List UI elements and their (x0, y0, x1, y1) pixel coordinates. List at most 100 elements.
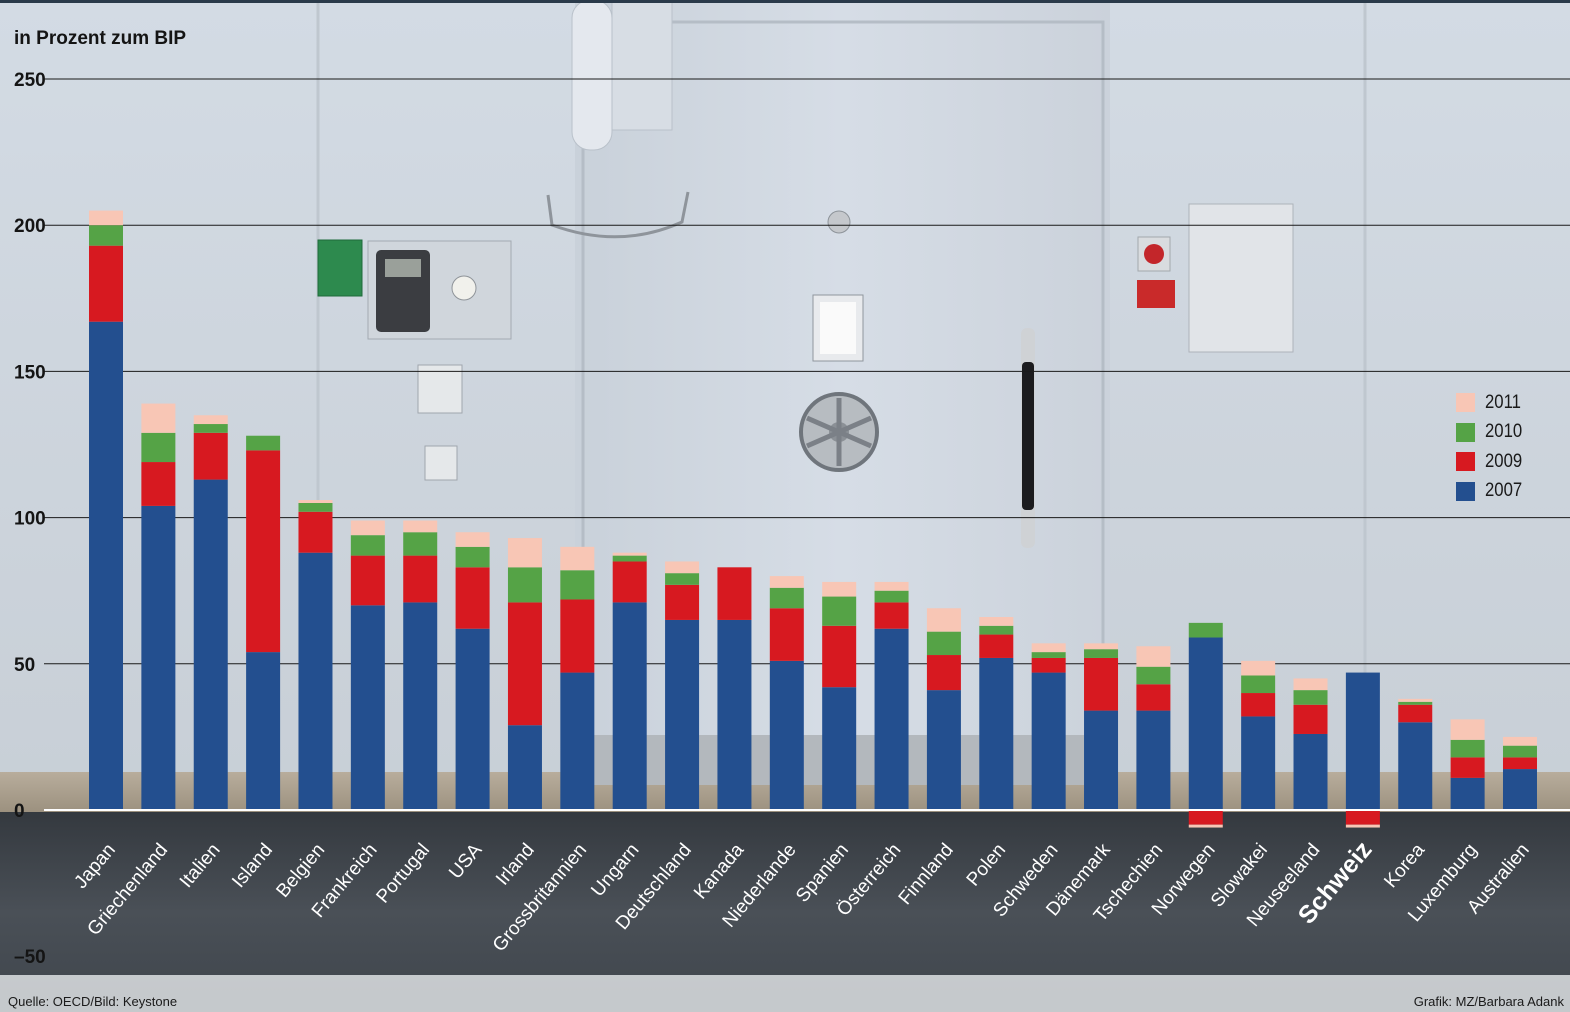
legend-swatch-2011 (1456, 393, 1475, 413)
bar-segment-2011 (455, 532, 490, 547)
bar-segment-2007 (926, 690, 961, 810)
bar-segment-2009 (246, 450, 281, 653)
bar-segment-2011 (1241, 660, 1276, 676)
bar-segment-2009 (612, 561, 647, 603)
bar-segment-2010 (1293, 690, 1328, 705)
legend-label-2007: 2007 (1485, 480, 1523, 502)
x-tick-label: Polen (963, 840, 1010, 891)
bar-segment-2010 (1450, 739, 1485, 758)
bar-segment-2011 (822, 581, 857, 597)
bar-segment-2010 (403, 532, 438, 556)
bar-segment-2010 (612, 555, 647, 562)
bar-segment-2010 (507, 567, 542, 603)
legend-item-2011: 2011 (1456, 388, 1527, 418)
bar-segment-2011 (979, 617, 1014, 626)
bar-segment-2009 (979, 634, 1014, 658)
bar-segment-2009 (926, 655, 961, 691)
legend-swatch-2010 (1456, 422, 1475, 442)
bar-segment-2009 (403, 555, 438, 603)
bar-segment-2007 (1398, 722, 1433, 810)
bar-segment-2011 (1031, 643, 1066, 653)
legend-label-2011: 2011 (1485, 391, 1521, 413)
bar-segment-2009 (1136, 684, 1171, 711)
bar-segment-2010 (926, 631, 961, 656)
x-tick-label: Irland (492, 840, 539, 890)
bar-segment-2009 (1398, 704, 1433, 723)
bar-segment-2010 (350, 535, 385, 556)
bar-segment-2007 (665, 619, 700, 810)
bar-segment-2011 (141, 403, 176, 433)
bar-segment-2010 (455, 546, 490, 568)
bar-segment-2010 (1502, 745, 1537, 758)
legend-swatch-2007 (1456, 481, 1475, 501)
y-tick-label: –50 (14, 947, 46, 968)
x-tick-label: USA (445, 839, 486, 883)
bar-segment-2007 (1450, 777, 1485, 810)
bar-segment-2010 (769, 587, 804, 609)
bar-segment-2009 (507, 602, 542, 726)
bar-segment-2007 (507, 725, 542, 810)
x-tick-label: Japan (70, 840, 119, 893)
bar-segment-2007 (403, 602, 438, 810)
bar-segment-2010 (822, 596, 857, 626)
bar-segment-2007 (979, 657, 1014, 810)
bar-segment-2007 (298, 552, 333, 810)
bar-segment-2011 (874, 581, 909, 591)
bar-segment-2007 (822, 687, 857, 810)
bar-segment-2007 (141, 505, 176, 810)
bar-segment-2007 (89, 321, 123, 810)
bar-segment-2010 (246, 435, 281, 451)
bar-segment-2011 (1450, 719, 1485, 740)
bar-segment-2011 (350, 520, 385, 536)
legend-swatch-2009 (1456, 452, 1475, 472)
bar-segment-2010 (874, 590, 909, 603)
bar-segment-2009 (141, 462, 176, 506)
bar-segment-2011 (1345, 824, 1380, 828)
bar-segment-2007 (769, 660, 804, 810)
y-tick-label: 250 (14, 70, 46, 91)
bar-segment-2011 (769, 576, 804, 588)
bar-segment-2009 (1084, 657, 1119, 711)
bar-segment-2007 (1031, 672, 1066, 810)
bar-segment-2009 (1450, 757, 1485, 778)
bar-segment-2010 (193, 424, 228, 433)
bar-segment-2011 (403, 520, 438, 533)
bar-segment-2009 (89, 245, 123, 322)
bar-segment-2011 (89, 210, 123, 226)
bar-segment-2007 (455, 628, 490, 810)
bar-segment-2010 (1188, 622, 1223, 638)
bar-segment-2009 (350, 555, 385, 606)
legend: 2011 2010 2009 2007 (1456, 388, 1527, 506)
legend-item-2009: 2009 (1456, 447, 1527, 477)
bar-segment-2010 (89, 225, 123, 246)
x-tick-label: Finnland (895, 840, 958, 909)
y-tick-label: 0 (14, 801, 25, 822)
x-tick-label: Grossbritannien (489, 840, 591, 956)
y-axis-title: in Prozent zum BIP (14, 28, 187, 49)
bar-segment-2010 (1136, 666, 1171, 685)
bar-segment-2011 (507, 538, 542, 568)
bar-segment-2011 (1398, 698, 1433, 702)
bar-segment-2009 (769, 608, 804, 661)
bar-segment-2009 (1188, 810, 1223, 825)
bar-segment-2009 (822, 625, 857, 688)
x-tick-label: Island (228, 840, 277, 892)
bar-segment-2010 (298, 502, 333, 512)
bar-segment-2007 (1188, 637, 1223, 810)
bar-segment-2007 (560, 672, 595, 810)
bar-segment-2007 (1136, 710, 1171, 810)
bar-segment-2007 (1084, 710, 1119, 810)
legend-label-2010: 2010 (1485, 421, 1523, 443)
x-tick-label: Italien (176, 840, 225, 892)
legend-item-2007: 2007 (1456, 477, 1527, 507)
bar-segment-2010 (1241, 675, 1276, 694)
y-tick-label: 200 (14, 216, 46, 237)
bar-segment-2010 (141, 432, 176, 463)
bar-segment-2009 (560, 599, 595, 673)
bar-segment-2007 (350, 605, 385, 810)
bar-segment-2010 (560, 570, 595, 600)
bar-segment-2011 (1188, 824, 1223, 828)
bar-segment-2007 (1241, 716, 1276, 810)
